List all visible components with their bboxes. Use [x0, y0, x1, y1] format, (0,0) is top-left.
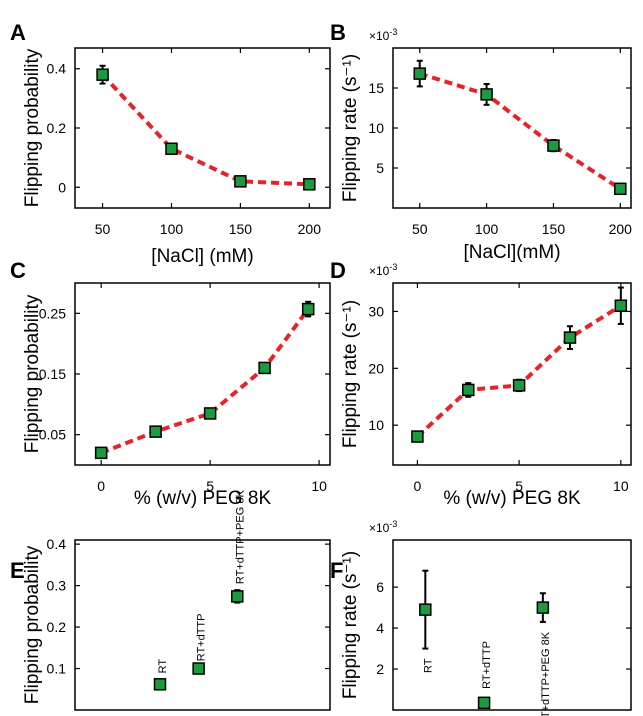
data-point: [512, 379, 526, 392]
category-label: RT+dTTP+PEG 8K: [234, 490, 246, 585]
x-tick-label: 50: [412, 221, 428, 237]
axes-frame: [392, 539, 632, 711]
data-point: [301, 302, 315, 316]
data-point: [547, 139, 560, 152]
axis-multiplier: ×10-3: [369, 262, 397, 278]
y-tick-label: 0.3: [47, 578, 67, 594]
x-axis-label: % (w/v) PEG 8K: [443, 488, 581, 509]
y-tick-label: 4: [376, 620, 384, 636]
category-label: RT+dTTP: [481, 641, 493, 689]
panel-B: B 5 10 15 50 100 150 200 Flipping rate (s⁻¹) [NaC…: [330, 20, 632, 263]
y-tick-label: 0.2: [47, 120, 67, 136]
panel-label: B: [330, 20, 346, 45]
y-tick-label: 10: [368, 120, 384, 136]
y-axis-label: Flipping rate (s⁻¹): [340, 551, 361, 699]
y-tick-label: 0.4: [47, 536, 67, 552]
category-label: RT+dTTP+PEG 8K: [540, 631, 552, 716]
y-axis-label: Flipping probability: [22, 48, 43, 207]
data-point: [153, 678, 167, 691]
data-point: [192, 662, 205, 675]
series-line: [419, 71, 622, 191]
category-label: RT: [422, 658, 434, 673]
series-line: [100, 307, 310, 455]
x-tick-label: 50: [95, 221, 111, 237]
category-label: RT: [157, 659, 169, 674]
y-tick-label: 0.25: [39, 305, 66, 321]
x-axis-label: [NaCl] (mM): [151, 246, 253, 267]
axes-frame: [392, 47, 632, 209]
axes-frame: [392, 282, 632, 466]
y-axis-label: Flipping rate (s⁻¹): [340, 54, 361, 202]
data-point: [203, 407, 217, 420]
y-tick-label: 0: [58, 179, 66, 195]
panel-F: F 2 4 6 Flipping rate (s⁻¹) ×10-3 RT RT+dTTP RT+…: [330, 519, 632, 716]
axes-frame: [74, 539, 331, 711]
y-tick-label: 0.15: [39, 366, 66, 382]
y-axis-label: Flipping probability: [22, 294, 43, 453]
y-tick-label: 0.05: [39, 427, 66, 443]
data-point: [303, 178, 316, 191]
x-tick-label: 100: [475, 221, 499, 237]
data-point: [413, 67, 426, 80]
series-line: [416, 304, 622, 439]
data-point: [563, 331, 577, 344]
data-point: [462, 383, 475, 397]
y-tick-label: 0.2: [47, 619, 67, 635]
x-tick-label: 200: [609, 221, 633, 237]
x-tick-label: 10: [613, 478, 629, 494]
x-axis-label: [NaCl](mM): [463, 242, 560, 263]
data-point: [234, 175, 247, 188]
data-point: [258, 361, 271, 375]
y-tick-label: 6: [376, 579, 384, 595]
data-point: [536, 601, 550, 614]
data-point: [614, 299, 628, 312]
y-tick-label: 10: [368, 417, 384, 433]
y-tick-label: 0.1: [47, 661, 67, 677]
y-tick-label: 15: [368, 80, 384, 96]
x-tick-label: 150: [229, 221, 253, 237]
y-axis-label: Flipping probability: [22, 545, 43, 704]
panel-A: A 0 0.2 0.4 50 100 150 200 Flipping probability […: [10, 20, 331, 267]
data-point: [231, 590, 244, 603]
axis-multiplier: ×10-3: [369, 27, 397, 43]
data-point: [149, 425, 162, 438]
panel-label: F: [330, 558, 343, 583]
x-tick-label: 0: [414, 478, 422, 494]
data-point: [96, 68, 109, 81]
series-line: [101, 73, 310, 187]
x-tick-label: 200: [298, 221, 322, 237]
panel-label: A: [10, 20, 26, 45]
panel-label: C: [10, 258, 26, 283]
y-tick-label: 2: [376, 661, 384, 677]
x-tick-label: 150: [542, 221, 566, 237]
data-point: [419, 603, 432, 616]
panel-label: D: [330, 258, 346, 283]
data-point: [411, 430, 424, 443]
category-label: RT+dTTP: [196, 614, 208, 662]
panel-label: E: [10, 558, 25, 583]
panel-C: C 0.05 0.15 0.25 0 5 10 Flipping probability % (…: [10, 258, 331, 509]
x-tick-label: 100: [160, 221, 184, 237]
x-tick-label: 5: [206, 478, 214, 494]
y-tick-label: 5: [376, 160, 384, 176]
y-tick-label: 0.4: [47, 61, 67, 77]
data-point: [94, 446, 108, 460]
data-point: [477, 696, 491, 710]
x-tick-label: 10: [311, 478, 327, 494]
axis-multiplier: ×10-3: [369, 519, 397, 535]
data-point: [480, 88, 493, 101]
axes-frame: [74, 282, 331, 466]
panel-D: D 10 20 30 0 5 10 Flipping rate (s⁻¹) % (w/v) PE…: [330, 258, 632, 509]
data-point: [165, 142, 178, 155]
x-tick-label: 5: [515, 478, 523, 494]
y-tick-label: 20: [368, 360, 384, 376]
x-axis-label: % (w/v) PEG 8K: [134, 488, 272, 509]
y-axis-label: Flipping rate (s⁻¹): [340, 300, 361, 448]
x-tick-label: 0: [97, 478, 105, 494]
y-tick-label: 30: [368, 303, 384, 319]
data-point: [614, 182, 627, 196]
